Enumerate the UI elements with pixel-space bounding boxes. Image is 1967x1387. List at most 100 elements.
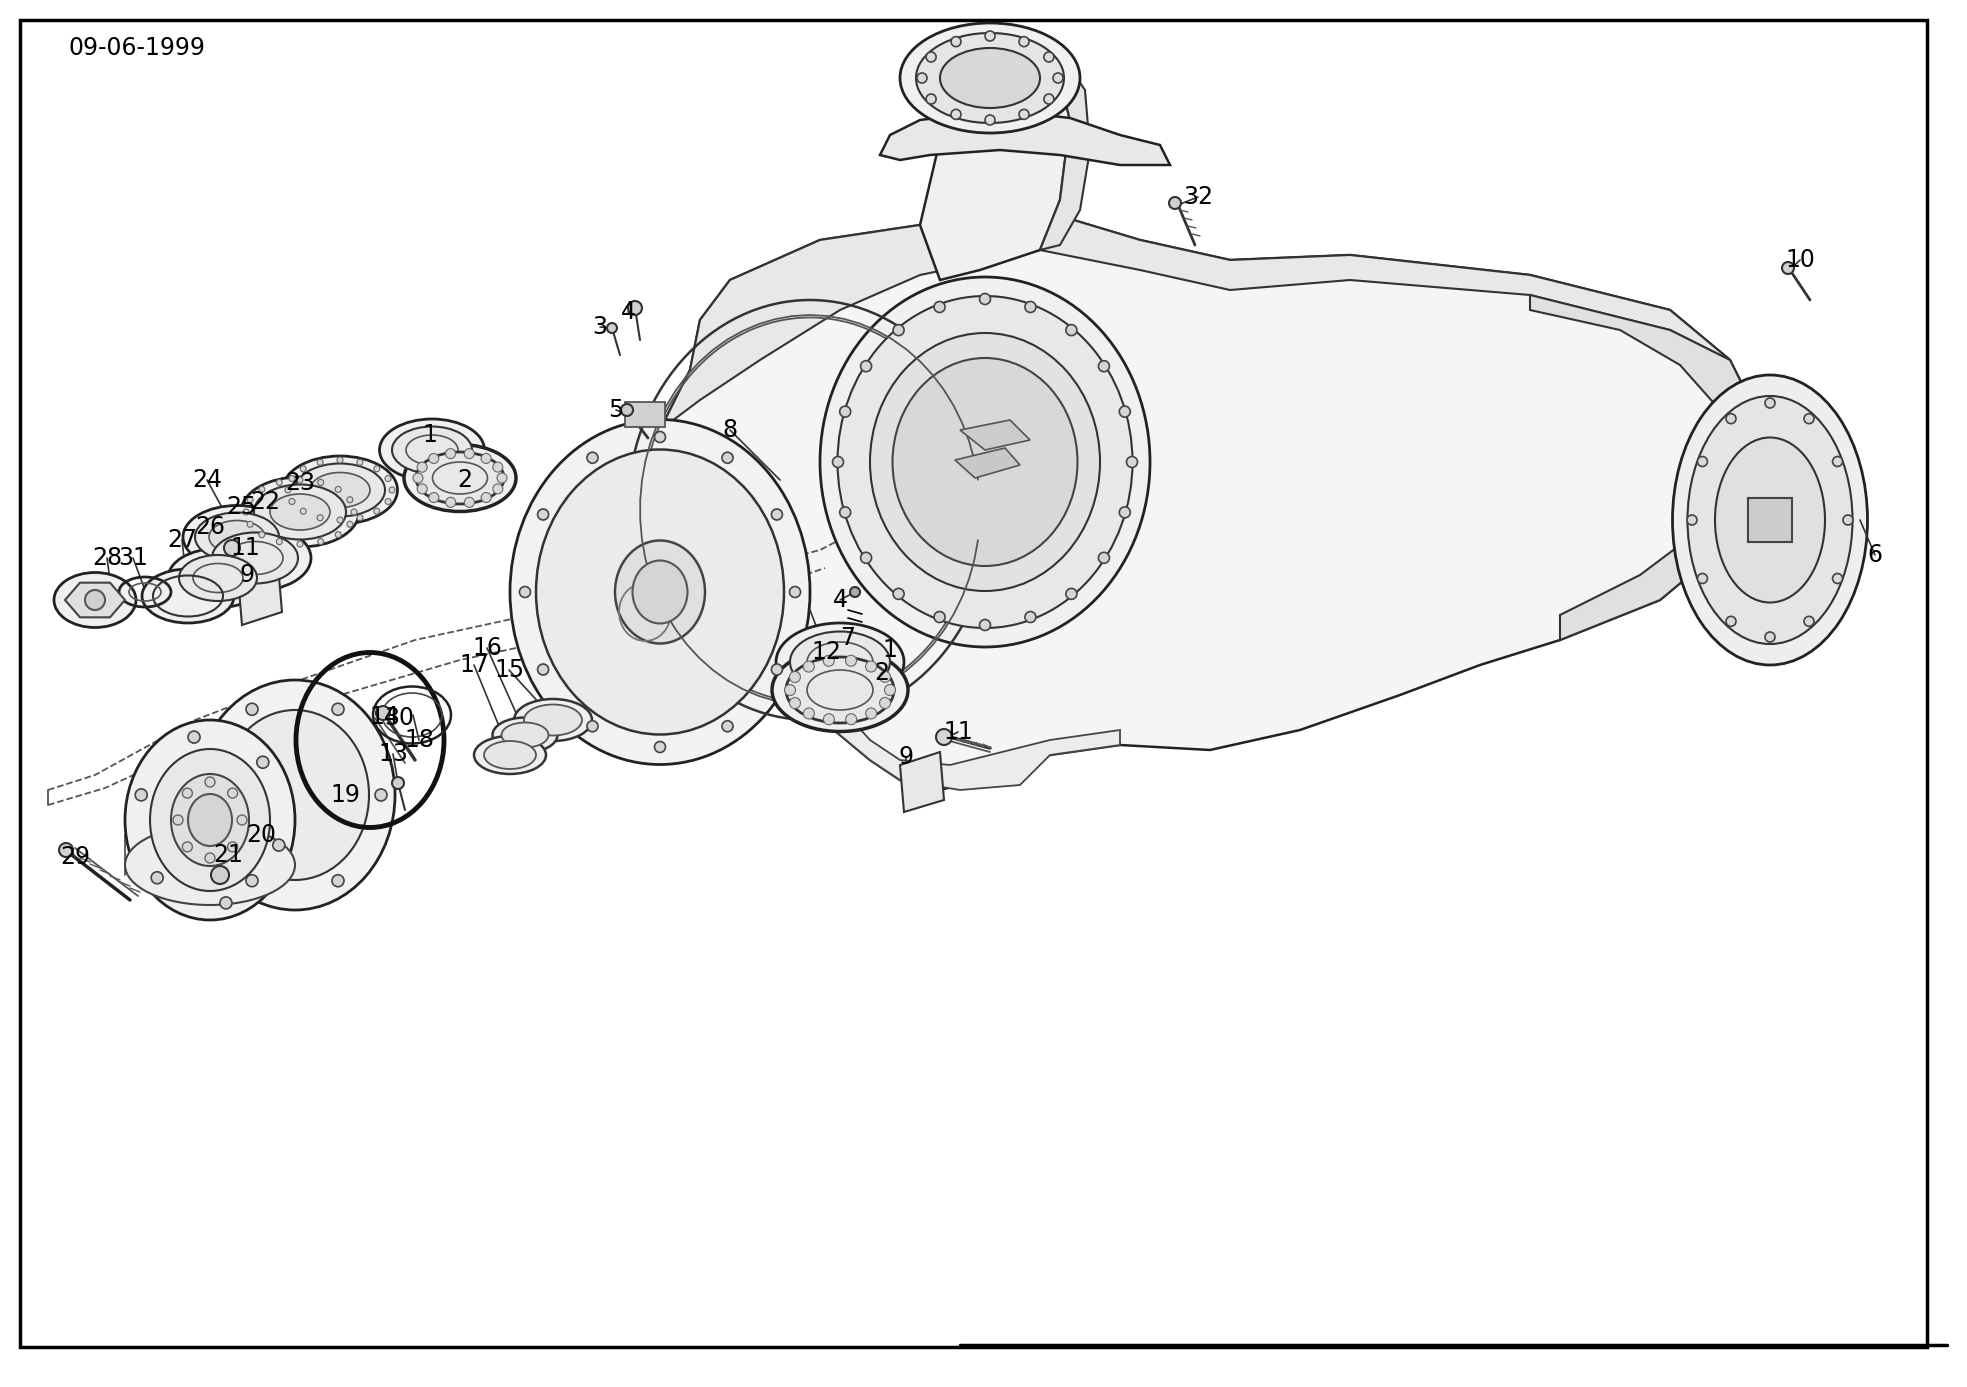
Circle shape (850, 587, 860, 596)
Circle shape (722, 452, 734, 463)
Polygon shape (1530, 295, 1760, 639)
Circle shape (789, 671, 801, 682)
Circle shape (865, 707, 877, 718)
Circle shape (447, 498, 456, 508)
Text: 2: 2 (458, 467, 472, 492)
Circle shape (893, 588, 905, 599)
Circle shape (824, 714, 834, 725)
Ellipse shape (295, 463, 386, 516)
Text: 18: 18 (403, 728, 435, 752)
Circle shape (376, 706, 389, 720)
Ellipse shape (53, 573, 136, 627)
Circle shape (464, 448, 474, 459)
Circle shape (1066, 325, 1076, 336)
Text: 23: 23 (285, 472, 315, 495)
Text: 9: 9 (240, 563, 254, 587)
Circle shape (846, 714, 858, 725)
Circle shape (586, 452, 598, 463)
Ellipse shape (1688, 397, 1853, 644)
Circle shape (1833, 456, 1843, 466)
Circle shape (1764, 398, 1774, 408)
Circle shape (1044, 94, 1054, 104)
Circle shape (136, 789, 148, 800)
Ellipse shape (380, 419, 484, 481)
Circle shape (840, 406, 850, 417)
Circle shape (228, 788, 238, 798)
Ellipse shape (415, 452, 504, 503)
Circle shape (832, 456, 844, 467)
Ellipse shape (492, 717, 557, 753)
Circle shape (846, 655, 856, 666)
Text: 25: 25 (226, 495, 256, 519)
Circle shape (189, 731, 201, 743)
Ellipse shape (220, 710, 370, 879)
Text: 29: 29 (61, 845, 90, 870)
Circle shape (336, 517, 342, 523)
Text: 22: 22 (250, 490, 279, 515)
Circle shape (1098, 552, 1109, 563)
Circle shape (275, 538, 283, 545)
Circle shape (210, 865, 228, 884)
Ellipse shape (242, 477, 360, 546)
Ellipse shape (901, 24, 1080, 133)
Polygon shape (661, 209, 1731, 430)
Circle shape (926, 51, 936, 62)
Text: 27: 27 (167, 528, 197, 552)
Text: 19: 19 (330, 784, 360, 807)
Circle shape (803, 662, 814, 673)
Circle shape (862, 361, 871, 372)
Text: 5: 5 (608, 398, 624, 422)
Ellipse shape (167, 548, 268, 608)
Ellipse shape (474, 736, 547, 774)
Circle shape (203, 789, 214, 802)
Text: 09-06-1999: 09-06-1999 (69, 36, 205, 60)
Text: 15: 15 (494, 657, 523, 682)
Circle shape (627, 301, 641, 315)
Circle shape (151, 872, 163, 884)
Circle shape (356, 515, 362, 520)
Circle shape (346, 497, 352, 502)
Circle shape (317, 538, 325, 545)
Circle shape (985, 115, 995, 125)
Ellipse shape (616, 541, 704, 644)
Ellipse shape (195, 513, 279, 562)
Text: 17: 17 (458, 653, 490, 677)
Circle shape (1688, 515, 1698, 526)
Ellipse shape (893, 358, 1078, 566)
Circle shape (334, 531, 340, 538)
Circle shape (1725, 413, 1737, 423)
Circle shape (482, 492, 492, 502)
Circle shape (1098, 361, 1109, 372)
Circle shape (317, 480, 325, 485)
Circle shape (771, 509, 783, 520)
Ellipse shape (940, 49, 1041, 108)
Circle shape (183, 842, 193, 852)
Circle shape (248, 522, 254, 527)
Circle shape (350, 509, 356, 515)
Circle shape (622, 404, 633, 416)
Circle shape (260, 487, 266, 492)
Ellipse shape (633, 560, 688, 624)
Circle shape (59, 843, 73, 857)
Circle shape (173, 816, 183, 825)
Circle shape (785, 685, 795, 695)
Text: 11: 11 (230, 535, 260, 560)
Ellipse shape (484, 741, 535, 768)
Circle shape (934, 612, 944, 623)
Ellipse shape (502, 723, 549, 748)
Circle shape (789, 587, 801, 598)
Text: 11: 11 (942, 720, 974, 743)
Text: 30: 30 (384, 706, 413, 730)
Circle shape (332, 875, 344, 886)
Circle shape (246, 875, 258, 886)
Ellipse shape (917, 33, 1064, 123)
Ellipse shape (142, 569, 234, 623)
Ellipse shape (838, 295, 1133, 628)
Circle shape (246, 703, 258, 716)
Ellipse shape (283, 456, 397, 524)
Circle shape (917, 74, 926, 83)
Ellipse shape (791, 631, 889, 692)
Circle shape (482, 454, 492, 463)
Circle shape (1044, 51, 1054, 62)
Circle shape (464, 498, 474, 508)
